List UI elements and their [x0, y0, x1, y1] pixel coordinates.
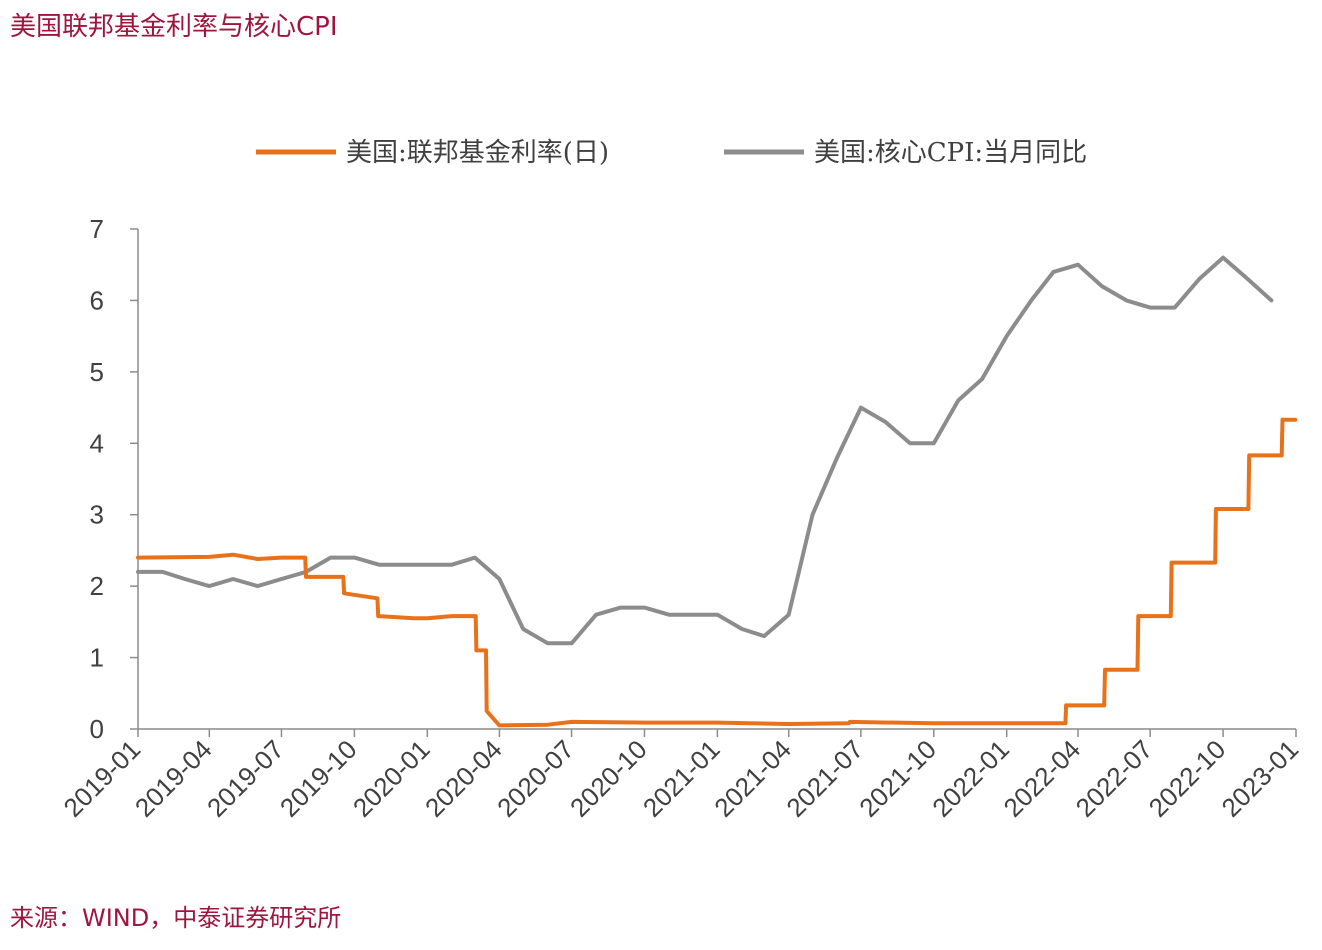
x-tick-label: 2021-07	[780, 734, 869, 823]
y-axis: 0 1 2 3 4 5 6 7	[90, 214, 139, 744]
y-tick-label: 4	[90, 428, 104, 458]
source-note: 来源：WIND，中泰证券研究所	[10, 904, 342, 932]
x-tick-label: 2019-07	[201, 734, 290, 823]
legend-label: 美国:核心CPI:当月同比	[814, 138, 1087, 168]
legend: 美国:联邦基金利率(日) 美国:核心CPI:当月同比	[256, 138, 1087, 168]
x-tick-label: 2022-04	[998, 734, 1087, 823]
legend-label: 美国:联邦基金利率(日)	[346, 138, 609, 168]
x-tick-label: 2021-10	[853, 734, 942, 823]
x-tick-label: 2020-04	[419, 734, 508, 823]
plot-area	[136, 255, 1298, 728]
x-tick-label: 2022-01	[926, 734, 1015, 823]
x-tick-label: 2023-01	[1216, 734, 1305, 823]
x-axis: 2019-012019-042019-072019-102020-012020-…	[58, 728, 1305, 823]
x-tick-label: 2022-10	[1143, 734, 1232, 823]
x-tick-label: 2021-04	[708, 734, 797, 823]
series-line-core-cpi	[136, 255, 1274, 646]
x-tick-label: 2020-10	[564, 734, 653, 823]
y-tick-label: 2	[90, 571, 104, 601]
y-tick-label: 3	[90, 500, 104, 530]
y-tick-label: 0	[90, 714, 104, 744]
chart: 美国:联邦基金利率(日) 美国:核心CPI:当月同比 0 1 2 3 4 5 6 7 2019-…	[58, 138, 1305, 823]
x-tick-label: 2019-04	[129, 734, 218, 823]
chart-title: 美国联邦基金利率与核心CPI	[10, 12, 338, 42]
y-tick-label: 1	[90, 643, 104, 673]
x-tick-label: 2020-07	[491, 734, 580, 823]
x-tick-label: 2019-10	[274, 734, 363, 823]
y-tick-label: 5	[90, 357, 104, 387]
x-tick-label: 2021-01	[637, 734, 726, 823]
x-tick-label: 2020-01	[347, 734, 436, 823]
y-tick-label: 6	[90, 285, 104, 315]
x-tick-label: 2022-07	[1070, 734, 1159, 823]
y-tick-label: 7	[90, 214, 104, 244]
series-line-fed-funds-rate	[136, 417, 1298, 728]
x-tick-label: 2019-01	[58, 734, 147, 823]
